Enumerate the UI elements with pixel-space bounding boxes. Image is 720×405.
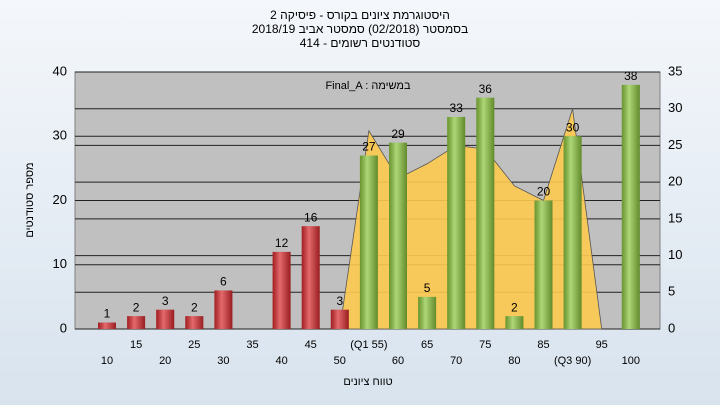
y-tick-label: 20: [53, 192, 67, 207]
x-tick-label: 30: [217, 355, 229, 367]
x-tick-label: 15: [130, 339, 142, 351]
bar-shade: [185, 316, 204, 329]
x-tick-label: 75: [479, 339, 491, 351]
x-tick-label: 60: [392, 355, 404, 367]
bar-shade: [476, 97, 495, 329]
y2-tick-label: 15: [668, 210, 682, 225]
x-tick-label: (Q3 90): [554, 355, 591, 367]
y2-tick-label: 0: [668, 320, 675, 335]
x-tick-label: 50: [334, 355, 346, 367]
value-label: 16: [304, 210, 318, 224]
value-label: 2: [133, 300, 140, 314]
value-label: 30: [566, 120, 580, 134]
title-line: בסמסטר (02/2018) סמסטר אביב 2018/19: [252, 22, 468, 36]
title-line: 414 - סטודנטים רשומים: [300, 36, 421, 50]
value-label: 3: [162, 294, 169, 308]
x-tick-label: 85: [537, 339, 549, 351]
x-tick-label: 95: [596, 339, 608, 351]
x-axis-label: טווח ציונים: [343, 376, 392, 388]
y-axis-label: מספר סטודנטים: [24, 162, 36, 237]
value-label: 29: [391, 127, 405, 141]
x-tick-label: 100: [622, 355, 640, 367]
value-label: 2: [191, 300, 198, 314]
y-tick-label: 30: [53, 128, 67, 143]
x-tick-label: 65: [421, 339, 433, 351]
value-label: 6: [220, 275, 227, 289]
y2-tick-label: 10: [668, 247, 682, 262]
y-tick-label: 40: [53, 63, 67, 78]
y-tick-label: 10: [53, 256, 67, 271]
x-tick-label: 45: [305, 339, 317, 351]
bar-shade: [418, 296, 437, 329]
value-label: 3: [336, 294, 343, 308]
bar-shade: [563, 136, 582, 329]
value-label: 1: [104, 307, 111, 321]
title-line: היסטוגרמת ציונים בקורס - פיסיקה 2: [270, 8, 450, 22]
x-tick-label: 40: [275, 355, 287, 367]
y2-tick-label: 20: [668, 174, 682, 189]
bar-shade: [214, 290, 233, 329]
y2-tick-label: 35: [668, 63, 682, 78]
value-label: 20: [537, 185, 551, 199]
value-label: 36: [479, 82, 493, 96]
value-label: 2: [511, 300, 518, 314]
bar-shade: [301, 226, 320, 329]
x-tick-label: 25: [188, 339, 200, 351]
bar-shade: [330, 309, 349, 329]
bar-shade: [505, 316, 524, 329]
bar-shade: [156, 309, 175, 329]
x-tick-label: 20: [159, 355, 171, 367]
bar-shade: [447, 116, 466, 329]
y2-tick-label: 5: [668, 284, 675, 299]
value-label: 12: [275, 236, 289, 250]
bar-shade: [272, 251, 291, 329]
y-tick-label: 0: [60, 320, 67, 335]
x-tick-label: 35: [246, 339, 258, 351]
bar-shade: [389, 142, 407, 329]
value-label: 27: [362, 140, 376, 154]
bar-shade: [534, 200, 553, 329]
annotation: Final_A : במשימה: [325, 80, 411, 92]
y2-tick-label: 25: [668, 137, 682, 152]
bar-shade: [127, 316, 146, 329]
value-label: 38: [624, 69, 638, 83]
x-tick-label: 80: [508, 355, 520, 367]
value-label: 33: [450, 101, 464, 115]
bar-shade: [98, 322, 116, 329]
x-tick-label: 70: [450, 355, 462, 367]
bar-shade: [621, 84, 640, 329]
value-label: 5: [424, 281, 431, 295]
x-tick-label: 10: [101, 355, 113, 367]
y2-tick-label: 30: [668, 100, 682, 115]
bar-shade: [359, 155, 378, 329]
x-tick-label: (Q1 55): [350, 339, 387, 351]
